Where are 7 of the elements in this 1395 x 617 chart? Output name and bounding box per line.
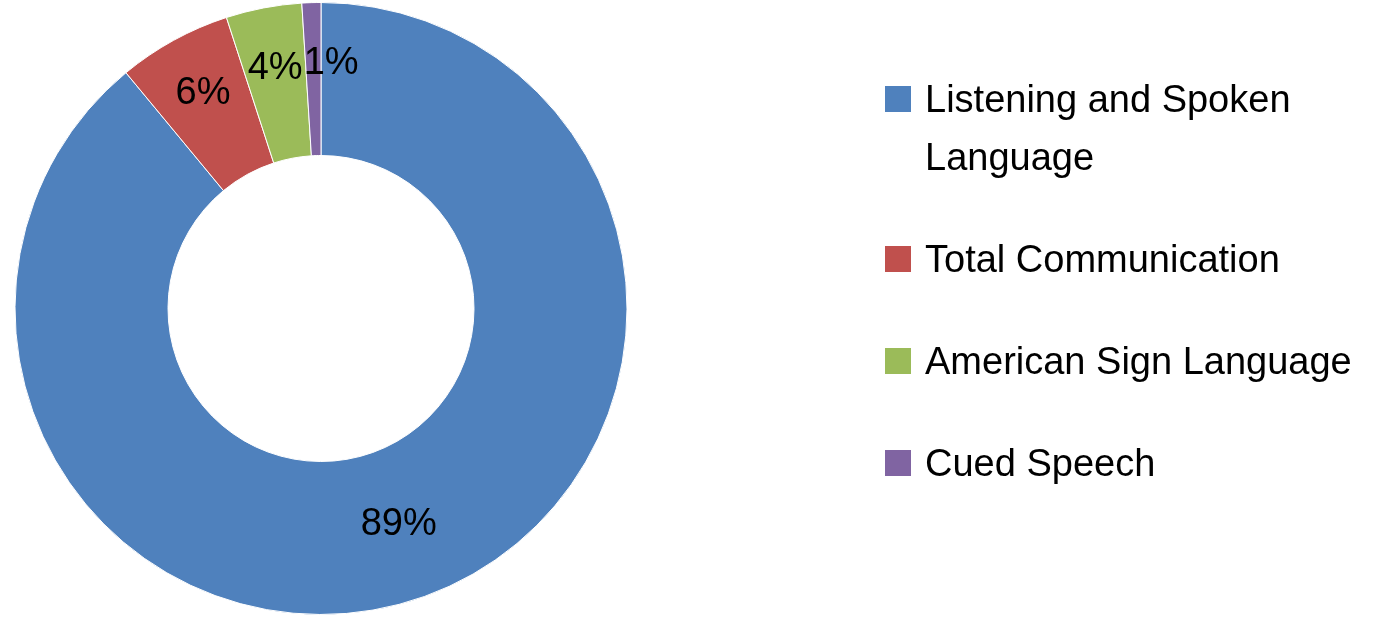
data-label: 89% — [360, 500, 437, 543]
legend-label: Listening and Spoken Language — [925, 77, 1292, 180]
data-label: 6% — [175, 70, 231, 113]
data-label: 4% — [247, 44, 303, 87]
legend-label: Cued Speech — [925, 441, 1156, 486]
legend-label: American Sign Language — [925, 339, 1352, 384]
legend-label: Total Communication — [925, 237, 1280, 282]
